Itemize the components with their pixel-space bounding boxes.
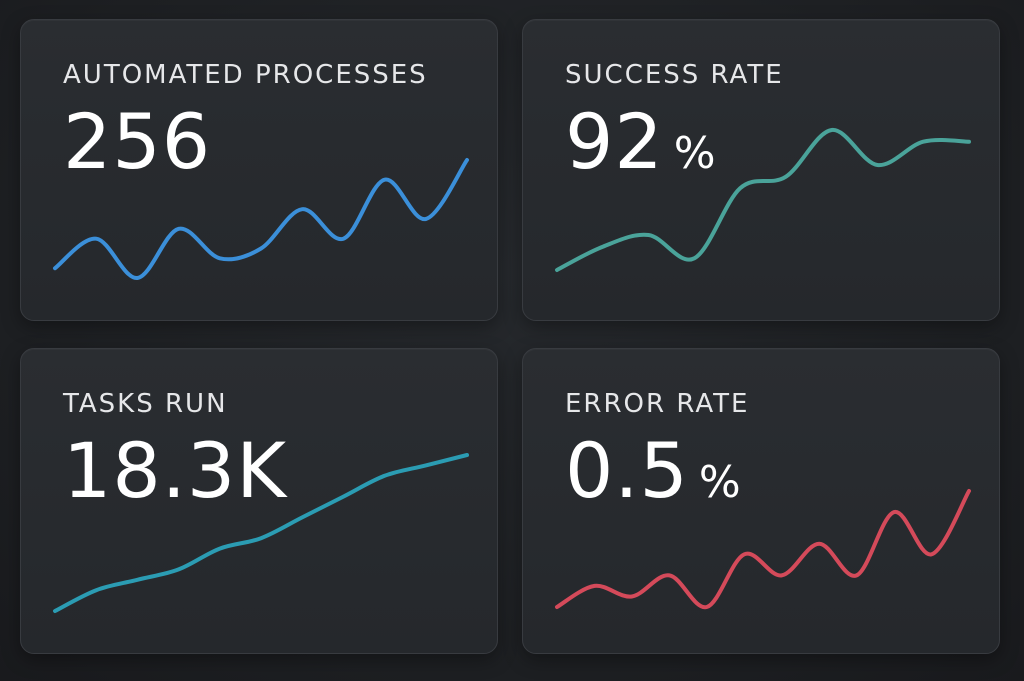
sparkline-line (555, 489, 971, 610)
value-number: 256 (63, 97, 212, 186)
card-value: 18.3K (63, 433, 297, 509)
sparkline-line (53, 158, 469, 280)
card-title: ERROR RATE (565, 389, 750, 419)
value-number: 0.5 (565, 426, 689, 515)
sparkline-chart (53, 158, 469, 280)
value-unit: % (698, 457, 742, 508)
sparkline-chart (555, 489, 971, 610)
card-value: 0.5% (565, 433, 742, 509)
sparkline-line (555, 128, 971, 272)
card-title: TASKS RUN (63, 389, 228, 419)
card-value: 92% (565, 104, 717, 180)
card-title: SUCCESS RATE (565, 60, 784, 90)
sparkline-line (53, 453, 469, 613)
automated-processes-card[interactable]: AUTOMATED PROCESSES 256 (20, 19, 498, 321)
value-number: 18.3K (63, 426, 288, 515)
card-value: 256 (63, 104, 221, 180)
sparkline-chart (555, 128, 971, 272)
error-rate-card[interactable]: ERROR RATE 0.5% (522, 348, 1000, 654)
success-rate-card[interactable]: SUCCESS RATE 92% (522, 19, 1000, 321)
value-number: 92 (565, 97, 664, 186)
value-unit: % (673, 128, 717, 179)
sparkline-chart (53, 453, 469, 613)
card-title: AUTOMATED PROCESSES (63, 60, 428, 90)
tasks-run-card[interactable]: TASKS RUN 18.3K (20, 348, 498, 654)
